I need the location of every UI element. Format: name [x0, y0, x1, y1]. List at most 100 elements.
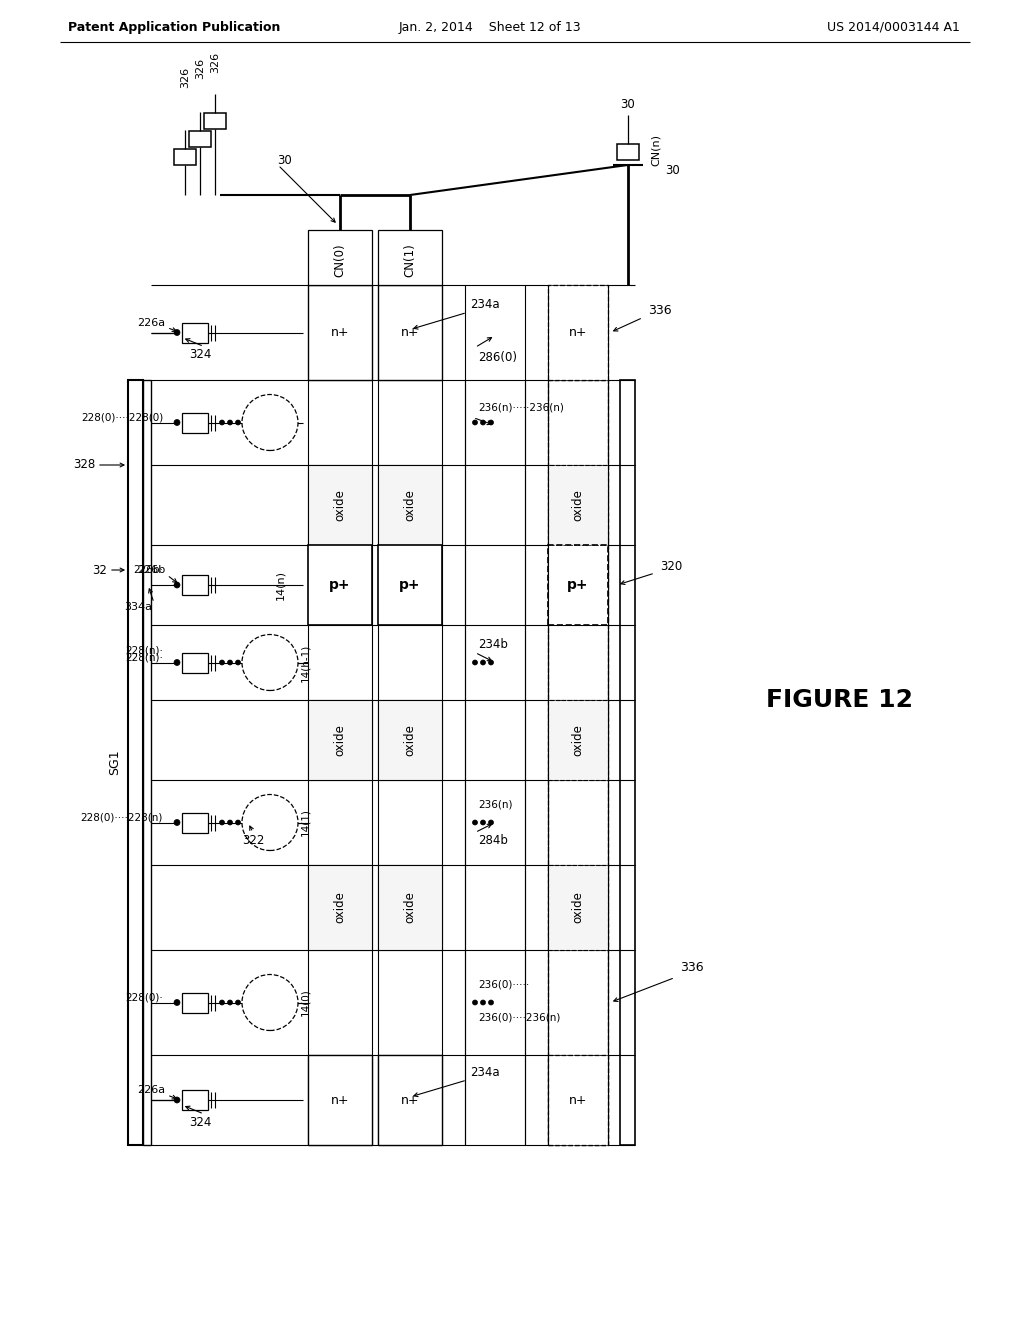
Circle shape [472, 1001, 477, 1005]
Bar [308, 1055, 372, 1144]
Text: 326: 326 [195, 58, 205, 79]
Circle shape [227, 660, 232, 665]
Text: Patent Application Publication: Patent Application Publication [68, 21, 281, 33]
Text: 30: 30 [666, 164, 680, 177]
Circle shape [480, 660, 485, 665]
Text: p+: p+ [330, 578, 351, 591]
Circle shape [227, 420, 232, 425]
Text: 234a: 234a [470, 1065, 500, 1078]
Text: 228(0)·: 228(0)· [125, 993, 163, 1002]
Circle shape [174, 999, 180, 1006]
Circle shape [236, 820, 241, 825]
Circle shape [480, 420, 485, 425]
Circle shape [174, 330, 180, 335]
Bar [182, 576, 208, 595]
Circle shape [472, 820, 477, 825]
Bar [182, 412, 208, 433]
Text: 228(n)·: 228(n)· [125, 652, 163, 663]
Text: 334a: 334a [124, 602, 152, 612]
Bar [182, 322, 208, 342]
Bar [378, 230, 442, 285]
Circle shape [227, 820, 232, 825]
Text: n+: n+ [331, 326, 349, 339]
Text: 326: 326 [180, 66, 190, 87]
Text: n+: n+ [568, 1093, 587, 1106]
Bar [308, 465, 372, 545]
Circle shape [227, 1001, 232, 1005]
Text: oxide: oxide [334, 490, 346, 521]
Bar [620, 380, 635, 1144]
Text: 14(0): 14(0) [300, 989, 310, 1016]
Text: 226b: 226b [137, 565, 165, 576]
Text: n+: n+ [568, 326, 587, 339]
Text: 228(n)·: 228(n)· [125, 645, 163, 656]
Text: 324: 324 [188, 1115, 211, 1129]
Text: Jan. 2, 2014    Sheet 12 of 13: Jan. 2, 2014 Sheet 12 of 13 [398, 21, 582, 33]
Text: oxide: oxide [334, 725, 346, 756]
Circle shape [174, 820, 180, 825]
Bar [548, 285, 608, 380]
Circle shape [236, 1001, 241, 1005]
Bar [308, 230, 372, 285]
Circle shape [219, 660, 224, 665]
Bar [548, 545, 608, 624]
Text: 322: 322 [242, 834, 264, 847]
Text: 336: 336 [648, 304, 672, 317]
Bar [548, 380, 608, 1144]
Text: CN(n): CN(n) [650, 135, 660, 166]
Circle shape [472, 660, 477, 665]
Bar [308, 285, 372, 380]
Bar [378, 1055, 442, 1144]
Circle shape [242, 795, 298, 850]
Text: 236(n): 236(n) [478, 800, 512, 809]
Bar [548, 1055, 608, 1144]
Text: 14(n): 14(n) [275, 570, 285, 601]
Bar [143, 380, 151, 1144]
Text: 326: 326 [210, 51, 220, 73]
Text: 320: 320 [660, 561, 682, 573]
Text: 234b: 234b [478, 638, 508, 651]
Text: oxide: oxide [403, 490, 417, 521]
Text: 226a: 226a [137, 318, 165, 327]
Bar [616, 144, 639, 160]
Text: CN(0): CN(0) [334, 243, 346, 277]
Text: oxide: oxide [403, 725, 417, 756]
Text: 236(n)·····236(n): 236(n)·····236(n) [478, 403, 564, 412]
Circle shape [236, 660, 241, 665]
Text: 14(1): 14(1) [300, 809, 310, 837]
Bar [174, 149, 196, 165]
Text: n+: n+ [400, 1093, 419, 1106]
Circle shape [472, 420, 477, 425]
Text: 228(0)····228(n): 228(0)····228(n) [81, 813, 163, 822]
Text: p+: p+ [399, 578, 421, 591]
Text: oxide: oxide [571, 490, 585, 521]
Bar [548, 865, 608, 950]
Text: oxide: oxide [403, 891, 417, 924]
Text: 30: 30 [278, 153, 293, 166]
Text: 236(0)·····: 236(0)····· [478, 979, 529, 990]
Bar [378, 545, 442, 624]
Circle shape [480, 820, 485, 825]
Circle shape [242, 635, 298, 690]
Text: 228(0)····228(0): 228(0)····228(0) [81, 412, 163, 422]
Bar [182, 1090, 208, 1110]
Bar [378, 465, 442, 545]
Text: oxide: oxide [571, 891, 585, 924]
Text: 284b: 284b [478, 834, 508, 847]
Circle shape [488, 820, 494, 825]
Text: 336: 336 [680, 961, 703, 974]
Bar [548, 465, 608, 545]
Circle shape [174, 420, 180, 425]
Circle shape [488, 660, 494, 665]
Text: 234a: 234a [470, 298, 500, 312]
Text: 324: 324 [188, 348, 211, 360]
Circle shape [242, 974, 298, 1031]
Bar [128, 380, 143, 1144]
Text: 30: 30 [621, 99, 635, 111]
Bar [378, 865, 442, 950]
Text: 328: 328 [73, 458, 95, 471]
Text: 226a: 226a [137, 1085, 165, 1096]
Text: p+: p+ [567, 578, 589, 591]
Text: 286(0): 286(0) [478, 351, 517, 364]
Text: 226b·: 226b· [133, 565, 163, 576]
